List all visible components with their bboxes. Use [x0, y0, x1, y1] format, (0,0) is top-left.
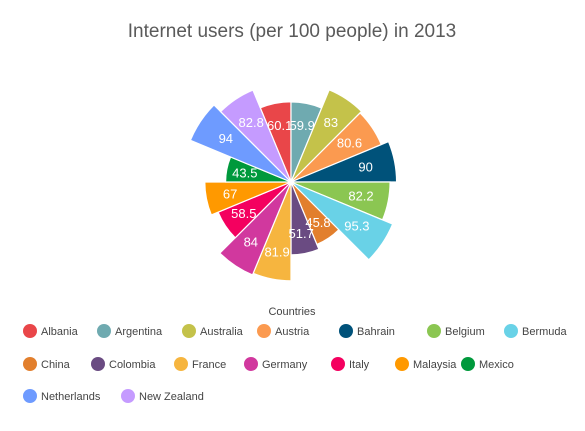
data-label-france: 81.9	[264, 244, 289, 259]
legend-item-mexico[interactable]: Mexico	[461, 357, 514, 371]
legend-marker-bermuda	[504, 324, 518, 338]
legend-marker-italy	[331, 357, 345, 371]
legend-marker-china	[23, 357, 37, 371]
data-label-belgium: 82.2	[348, 188, 373, 203]
legend-item-albania[interactable]: Albania	[23, 324, 79, 338]
legend-label-netherlands: Netherlands	[41, 391, 101, 403]
legend-item-austria[interactable]: Austria	[257, 324, 310, 338]
legend-item-belgium[interactable]: Belgium	[427, 324, 485, 338]
data-label-mexico: 43.5	[232, 165, 257, 180]
data-label-argentina: 59.9	[290, 118, 315, 133]
slice-netherlands[interactable]	[189, 104, 292, 183]
legend-marker-germany	[244, 357, 258, 371]
legend-item-new-zealand[interactable]: New Zealand	[121, 389, 204, 403]
legend-marker-france	[174, 357, 188, 371]
legend-label-austria: Austria	[275, 326, 310, 338]
legend-label-malaysia: Malaysia	[413, 359, 457, 371]
data-label-australia: 83	[324, 115, 338, 130]
slice-australia[interactable]	[290, 89, 363, 183]
slice-germany[interactable]	[219, 181, 292, 276]
legend-marker-bahrain	[339, 324, 353, 338]
legend-label-albania: Albania	[41, 326, 79, 338]
legend-item-bahrain[interactable]: Bahrain	[339, 324, 395, 338]
slice-bahrain[interactable]	[290, 140, 398, 183]
legend-item-france[interactable]: France	[174, 357, 226, 371]
legend-marker-belgium	[427, 324, 441, 338]
legend-item-italy[interactable]: Italy	[331, 357, 370, 371]
data-label-colombia: 51.7	[289, 226, 314, 241]
data-label-albania: 60.1	[267, 118, 292, 133]
legend-marker-australia	[182, 324, 196, 338]
legend-marker-new-zealand	[121, 389, 135, 403]
legend-marker-austria	[257, 324, 271, 338]
data-label-netherlands: 94	[219, 131, 233, 146]
legend-label-belgium: Belgium	[445, 326, 485, 338]
legend-item-bermuda[interactable]: Bermuda	[504, 324, 568, 338]
legend-marker-malaysia	[395, 357, 409, 371]
data-label-new-zealand: 82.8	[239, 115, 264, 130]
data-label-bermuda: 95.3	[344, 219, 369, 234]
legend-item-china[interactable]: China	[23, 357, 71, 371]
pie-slices	[189, 89, 398, 282]
data-label-austria: 80.6	[337, 135, 362, 150]
legend-item-malaysia[interactable]: Malaysia	[395, 357, 457, 371]
legend-label-germany: Germany	[262, 359, 308, 371]
legend-label-australia: Australia	[200, 326, 244, 338]
legend-item-colombia[interactable]: Colombia	[91, 357, 156, 371]
legend-marker-netherlands	[23, 389, 37, 403]
legend-title: Countries	[268, 306, 316, 318]
slice-bermuda[interactable]	[290, 181, 394, 261]
legend-label-colombia: Colombia	[109, 359, 156, 371]
legend-label-china: China	[41, 359, 71, 371]
legend-marker-argentina	[97, 324, 111, 338]
slice-new-zealand[interactable]	[219, 89, 292, 183]
data-label-italy: 58.5	[231, 206, 256, 221]
data-label-bahrain: 90	[358, 160, 372, 175]
legend-label-bermuda: Bermuda	[522, 326, 568, 338]
chart-title: Internet users (per 100 people) in 2013	[128, 21, 457, 42]
legend-label-argentina: Argentina	[115, 326, 163, 338]
legend-marker-mexico	[461, 357, 475, 371]
slice-malaysia[interactable]	[204, 181, 292, 216]
data-label-malaysia: 67	[223, 187, 237, 202]
legend-marker-albania	[23, 324, 37, 338]
legend-label-france: France	[192, 359, 226, 371]
legend-label-mexico: Mexico	[479, 359, 514, 371]
legend-label-italy: Italy	[349, 359, 370, 371]
pie-data-labels: 60.159.9 83 80.6 90 82.2 95.3 45.851.781.9 84 58…	[219, 115, 374, 259]
data-label-china: 45.8	[305, 215, 330, 230]
data-label-germany: 84	[244, 235, 258, 250]
legend-item-netherlands[interactable]: Netherlands	[23, 389, 101, 403]
legend-item-australia[interactable]: Australia	[182, 324, 244, 338]
legend-label-bahrain: Bahrain	[357, 326, 395, 338]
legend-marker-colombia	[91, 357, 105, 371]
legend-label-new-zealand: New Zealand	[139, 391, 204, 403]
legend-item-argentina[interactable]: Argentina	[97, 324, 163, 338]
legend: Albania Argentina Australia Austria Bahrain B…	[23, 324, 568, 403]
legend-item-germany[interactable]: Germany	[244, 357, 308, 371]
